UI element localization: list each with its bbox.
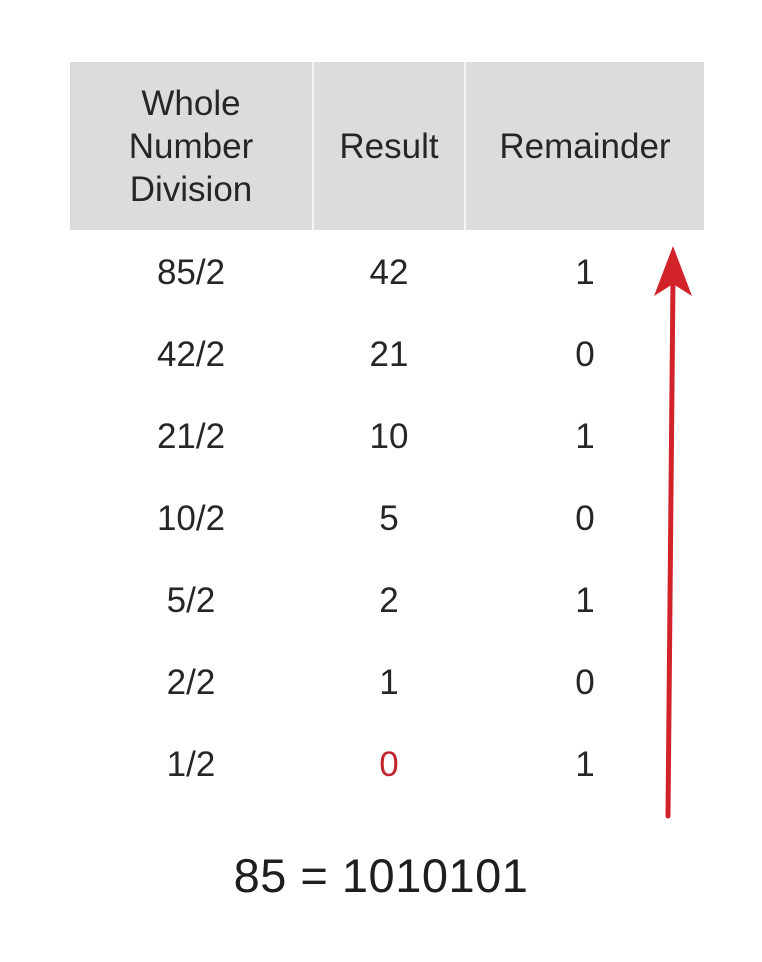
table-header: Whole Number Division Result Remainder [70, 62, 704, 230]
remainder-cell: 1 [575, 417, 595, 456]
table-row: 10/2 5 0 [70, 478, 704, 560]
binary-result-equation: 85 = 1010101 [233, 849, 529, 902]
result-cell: 2 [379, 581, 399, 620]
division-cell: 42/2 [156, 335, 226, 374]
result-cell: 1 [379, 663, 399, 702]
result-cell: 5 [379, 499, 399, 538]
header-line: Division [129, 169, 253, 209]
remainder-cell: 1 [575, 581, 595, 620]
division-cell: 10/2 [156, 499, 226, 538]
remainder-cell: 1 [575, 745, 595, 784]
header-result: Result [314, 62, 466, 230]
division-cell: 5/2 [166, 581, 216, 620]
arrow-up-icon [654, 246, 692, 819]
table-row: 42/2 21 0 [70, 314, 704, 396]
table-body: 85/2 42 1 42/2 21 0 21/2 10 1 10/2 5 0 5… [70, 232, 704, 806]
result-cell: 21 [369, 335, 409, 374]
division-cell: 21/2 [156, 417, 226, 456]
table-row: 21/2 10 1 [70, 396, 704, 478]
division-cell: 85/2 [156, 253, 226, 292]
table-row: 5/2 2 1 [70, 560, 704, 642]
header-line: Number [128, 126, 254, 166]
division-cell: 2/2 [166, 663, 216, 702]
arrow-shaft [665, 275, 676, 819]
remainder-cell: 0 [575, 499, 595, 538]
division-cell: 1/2 [166, 745, 216, 784]
remainder-cell: 0 [575, 663, 595, 702]
header-line: Whole [141, 83, 241, 123]
arrow-head [654, 246, 692, 296]
result-cell: 10 [369, 417, 409, 456]
remainder-cell: 1 [575, 253, 595, 292]
table-row: 85/2 42 1 [70, 232, 704, 314]
header-whole-number-division: Whole Number Division [70, 62, 314, 230]
table-row: 2/2 1 0 [70, 642, 704, 724]
header-remainder: Remainder [499, 126, 671, 166]
table-row: 1/2 0 1 [70, 724, 704, 806]
remainder-cell: 0 [575, 335, 595, 374]
result-cell-final-zero: 0 [379, 745, 399, 784]
division-table: Whole Number Division Result Remainder [70, 62, 704, 230]
result-cell: 42 [369, 253, 409, 292]
